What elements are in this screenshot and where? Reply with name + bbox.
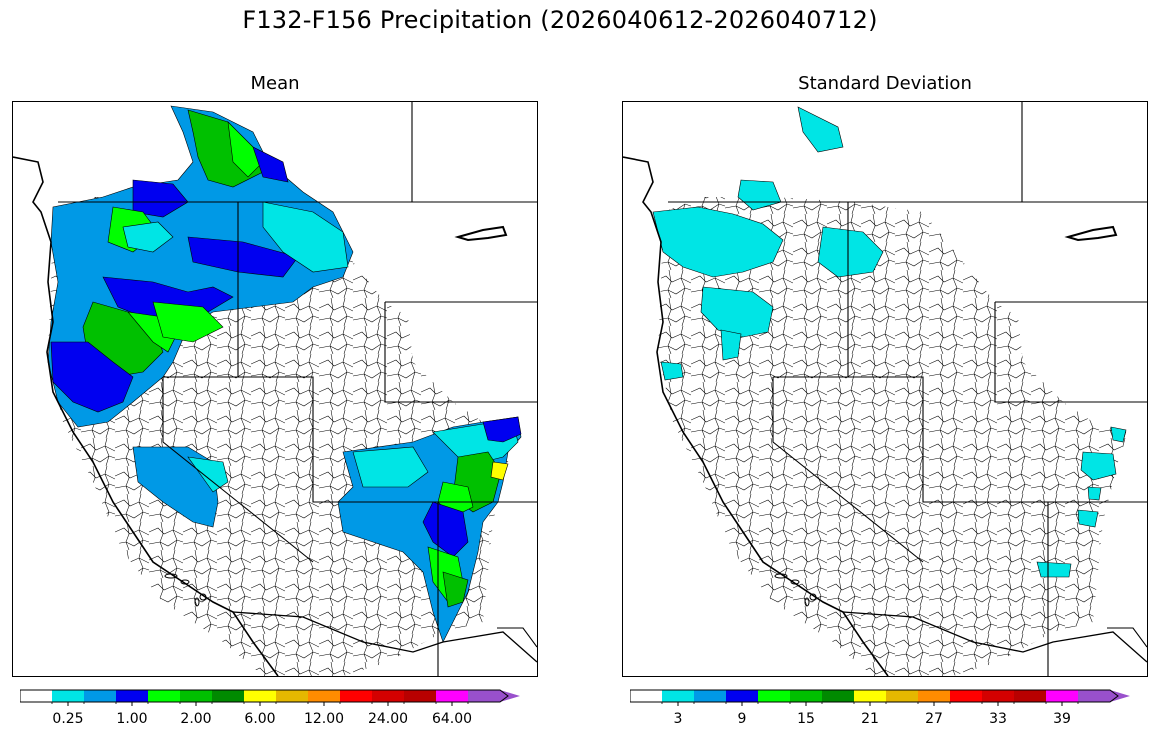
colorbar-tick-label-4: 12.00 — [303, 711, 345, 727]
colorbar-segment-5 — [180, 690, 212, 702]
colorbar-segment-14 — [468, 690, 520, 702]
colorbar-outline — [20, 689, 509, 703]
colorbar-segment-9 — [308, 690, 340, 702]
colorbar-segment-1 — [662, 690, 694, 702]
colorbar-segment-13 — [436, 690, 468, 702]
colorbar-segment-9 — [918, 690, 950, 702]
colorbar-mean-tick-labels: 0.25 1.00 2.00 6.00 12.00 24.00 64.00 — [20, 711, 544, 731]
colorbar-segment-13 — [1046, 690, 1078, 702]
colorbar-segment-2 — [694, 690, 726, 702]
panel-title-mean: Mean — [250, 73, 300, 94]
colorbar-outline — [630, 689, 1119, 703]
colorbar-segment-10 — [340, 690, 372, 702]
colorbar-stddev-tick-labels: 3 9 15 21 27 33 39 — [630, 711, 1154, 731]
map-stddev-canvas — [623, 102, 1147, 676]
colorbar-segment-7 — [244, 690, 276, 702]
colorbar-tick-label-6: 64.00 — [431, 711, 473, 727]
map-mean-canvas — [13, 102, 537, 676]
colorbar-tick-label-0: 0.25 — [52, 711, 84, 727]
colorbar-segment-1 — [52, 690, 84, 702]
colorbar-tick-label-3: 21 — [861, 711, 879, 727]
map-stddev — [622, 101, 1148, 677]
colorbar-tick-label-3: 6.00 — [244, 711, 276, 727]
colorbar-segment-4 — [148, 690, 180, 702]
colorbar-segment-0 — [20, 690, 52, 702]
colorbar-segment-11 — [372, 690, 404, 702]
colorbar-segment-8 — [886, 690, 918, 702]
colorbar-tick-label-4: 27 — [925, 711, 943, 727]
colorbar-tick-label-2: 2.00 — [180, 711, 212, 727]
colorbar-segment-3 — [116, 690, 148, 702]
colorbar-tick-label-1: 9 — [737, 711, 747, 727]
colorbar-tick-label-0: 3 — [673, 711, 683, 727]
colorbar-segment-3 — [726, 690, 758, 702]
colorbar-segment-6 — [822, 690, 854, 702]
panel-title-stddev: Standard Deviation — [798, 73, 972, 94]
colorbar-tick-label-5: 33 — [989, 711, 1007, 727]
colorbar-segment-12 — [1014, 690, 1046, 702]
colorbar-segment-14 — [1078, 690, 1130, 702]
colorbar-segment-11 — [982, 690, 1014, 702]
colorbar-tick-label-6: 39 — [1053, 711, 1071, 727]
colorbar-stddev — [630, 689, 1130, 706]
colorbar-segment-0 — [630, 690, 662, 702]
colorbar-segment-12 — [404, 690, 436, 702]
map-mean — [12, 101, 538, 677]
colorbar-mean — [20, 689, 520, 706]
colorbar-segment-10 — [950, 690, 982, 702]
colorbar-segment-7 — [854, 690, 886, 702]
colorbar-tick-label-2: 15 — [797, 711, 815, 727]
colorbar-segment-2 — [84, 690, 116, 702]
colorbar-segment-6 — [212, 690, 244, 702]
colorbar-segment-8 — [276, 690, 308, 702]
colorbar-segment-4 — [758, 690, 790, 702]
colorbar-tick-label-1: 1.00 — [116, 711, 148, 727]
figure-title: F132-F156 Precipitation (2026040612-2026… — [242, 6, 878, 34]
colorbar-tick-label-5: 24.00 — [367, 711, 409, 727]
colorbar-segment-5 — [790, 690, 822, 702]
